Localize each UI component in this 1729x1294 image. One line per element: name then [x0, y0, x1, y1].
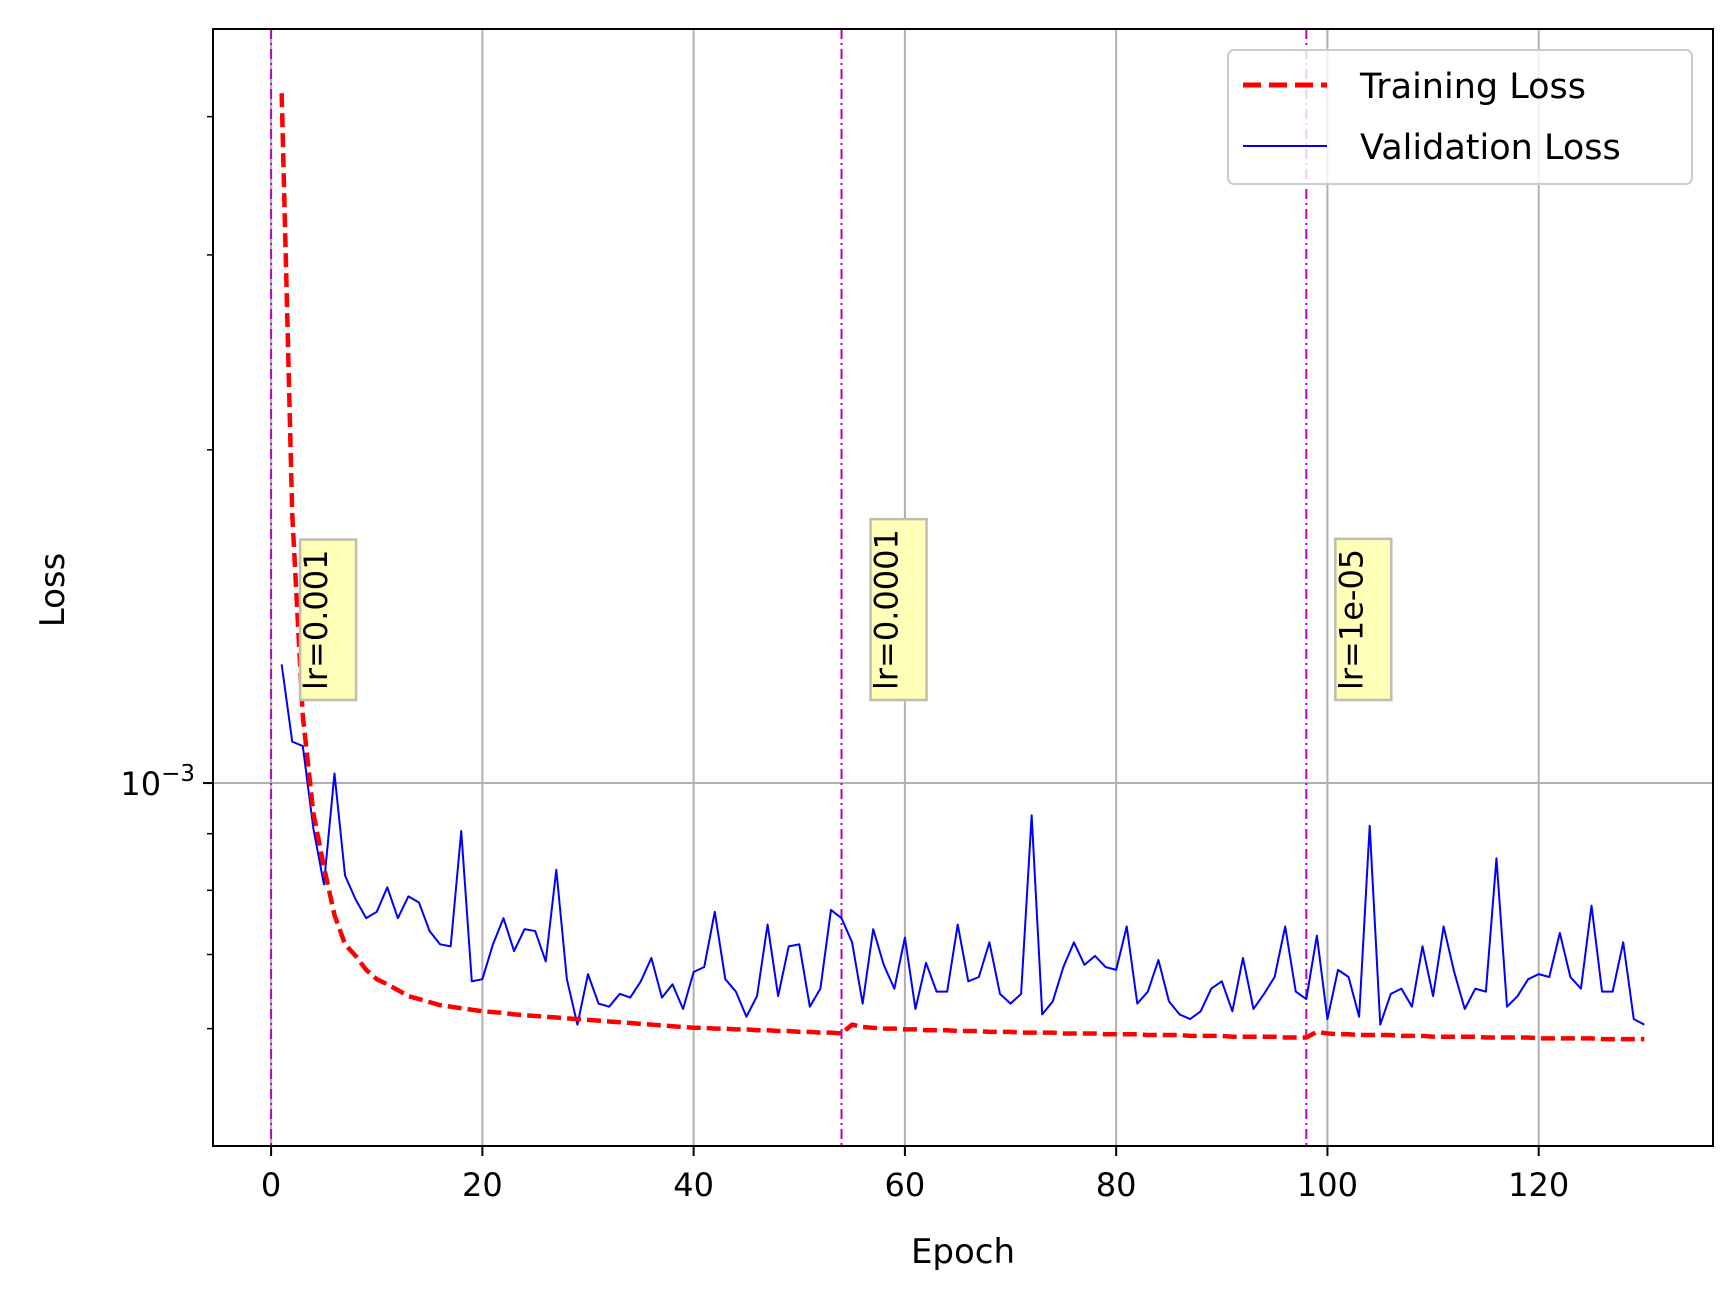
- x-tick-label-20: 20: [462, 1166, 503, 1204]
- lr-label-box-0: [298, 538, 358, 702]
- grid: [213, 29, 1713, 1146]
- x-tick-label-120: 120: [1508, 1166, 1569, 1204]
- lr-annotations: lr=0.001 lr=0.0001 lr=1e-05: [297, 517, 1393, 702]
- y-axis-label: Loss: [33, 553, 73, 628]
- x-tick-label-40: 40: [673, 1166, 714, 1204]
- legend-training-label: Training Loss: [1359, 67, 1586, 107]
- legend: Training Loss Validation Loss: [1227, 49, 1693, 185]
- x-tick-label-100: 100: [1297, 1166, 1358, 1204]
- lr-label-2: lr=1e-05: [1332, 549, 1370, 690]
- lr-annotation-2: lr=1e-05: [1332, 537, 1393, 702]
- legend-box: [1227, 49, 1693, 185]
- lr-label-box-2: [1334, 537, 1393, 702]
- lr-label-1: lr=0.0001: [868, 529, 906, 690]
- x-tick-label-0: 0: [261, 1166, 281, 1204]
- lr-label-0: lr=0.001: [297, 550, 335, 690]
- plot-frame: [212, 28, 1714, 1147]
- lr-annotation-0: lr=0.001: [297, 538, 358, 702]
- validation-loss-line: [280, 664, 1645, 1026]
- y-axis-ticks: 10−3: [120, 115, 213, 1030]
- training-loss-line: [279, 93, 1645, 1042]
- series-layer: [270, 29, 1645, 1146]
- legend-validation-label: Validation Loss: [1360, 128, 1621, 168]
- x-axis-label: Epoch: [911, 1232, 1015, 1272]
- x-tick-label-60: 60: [885, 1166, 926, 1204]
- lr-label-box-1: [869, 517, 928, 702]
- x-axis-ticks: 0 20 40 60 80 100 120: [261, 1146, 1569, 1204]
- y-tick-label-0: 10−3: [120, 761, 195, 803]
- lr-annotation-1: lr=0.0001: [868, 517, 928, 702]
- x-tick-label-80: 80: [1096, 1166, 1137, 1204]
